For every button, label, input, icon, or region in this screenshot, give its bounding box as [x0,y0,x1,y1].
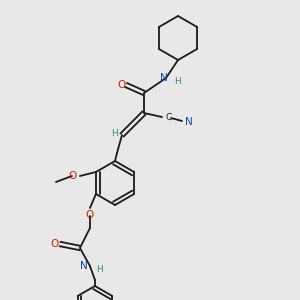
Text: C: C [165,113,171,122]
Text: N: N [160,73,168,83]
Text: H: H [174,76,181,85]
Text: O: O [117,80,125,90]
Text: O: O [86,210,94,220]
Text: O: O [51,239,59,249]
Text: N: N [185,117,193,127]
Text: N: N [80,261,88,271]
Text: O: O [69,171,77,181]
Text: H: H [111,128,117,137]
Text: H: H [96,265,103,274]
